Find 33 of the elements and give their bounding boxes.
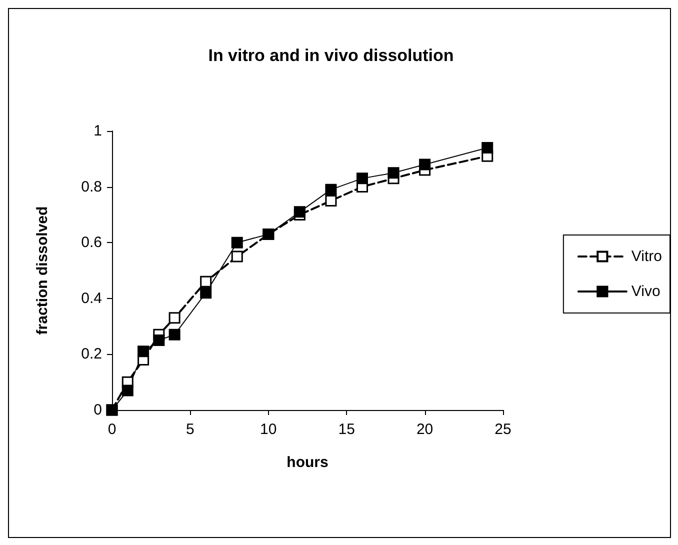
y-tick-label: 0.6 — [81, 234, 102, 252]
x-tick-label: 5 — [186, 421, 194, 438]
x-axis-title: hours — [286, 454, 328, 471]
point — [325, 184, 337, 196]
x-tick-label: 25 — [494, 421, 512, 438]
point — [482, 142, 494, 154]
point — [325, 195, 337, 206]
legend-label: Vivo — [631, 283, 660, 300]
point — [294, 206, 306, 218]
point — [200, 287, 212, 299]
y-axis-title: fraction dissolved — [34, 206, 51, 335]
point — [419, 158, 431, 170]
point — [388, 167, 400, 179]
point — [231, 250, 243, 262]
point — [168, 312, 180, 324]
y-tick-label: 1 — [94, 122, 102, 140]
point — [168, 328, 180, 340]
y-tick-label: 0 — [94, 402, 102, 418]
x-tick-label: 20 — [416, 421, 434, 438]
y-tick-label: 0.2 — [81, 346, 102, 363]
point — [138, 346, 150, 358]
point — [356, 172, 368, 184]
y-tick-label: 0.4 — [81, 290, 102, 307]
chart-title: In vitro and in vivo dissolution — [208, 46, 454, 65]
point — [122, 384, 134, 396]
point — [231, 236, 243, 248]
x-tick-label: 15 — [338, 421, 355, 438]
point — [153, 334, 165, 346]
point — [200, 276, 212, 288]
legend-label: Vitro — [631, 248, 662, 265]
x-tick-label: 0 — [108, 421, 116, 438]
y-tick-label: 0.8 — [81, 178, 102, 196]
x-tick-label: 10 — [260, 421, 277, 438]
